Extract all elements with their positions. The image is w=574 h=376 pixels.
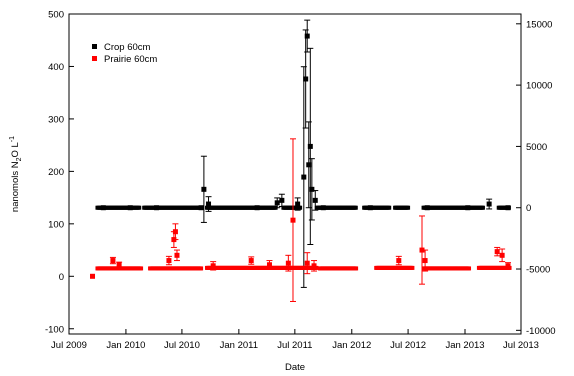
data-point (90, 273, 96, 279)
data-point (505, 205, 511, 211)
x-tick-label: Jul 2010 (164, 340, 200, 351)
left-y-tick-label: 300 (48, 114, 64, 125)
data-point (199, 266, 204, 271)
data-point (486, 201, 492, 207)
left-y-tick-label: 0 (59, 272, 64, 283)
left-y-tick-label: 400 (48, 62, 64, 73)
data-point (201, 186, 207, 192)
data-point (494, 249, 500, 255)
data-point (174, 252, 180, 258)
x-tick-label: Jan 2011 (220, 340, 258, 351)
left-y-tick-label: -100 (45, 324, 64, 335)
data-point (166, 258, 172, 264)
data-point (198, 205, 204, 211)
data-point (139, 266, 144, 271)
data-point (254, 205, 260, 211)
data-point (467, 266, 472, 271)
data-point (154, 205, 160, 211)
right-y-axis: -10000 -5000 0 5000 10000 15000 (516, 19, 556, 337)
right-y-tick-label: 5000 (526, 142, 547, 153)
left-y-tick-label: 500 (48, 10, 64, 21)
data-point (311, 263, 317, 269)
data-point (116, 262, 122, 268)
data-point (290, 217, 296, 223)
x-tick-label: Jul 2012 (390, 340, 426, 351)
data-point (387, 205, 392, 210)
x-tick-label: Jan 2013 (445, 340, 484, 351)
x-tick-label: Jul 2009 (51, 340, 87, 351)
data-point (248, 258, 254, 264)
data-point (406, 205, 411, 210)
x-axis: Jul 2009 Jan 2010 Jul 2010 Jan 2011 Jul 2011… (51, 329, 539, 351)
data-point (422, 258, 428, 264)
data-point (295, 201, 301, 207)
y-axis-title: nanomols N2O L-1 (9, 136, 23, 212)
x-tick-label: Jul 2013 (503, 340, 539, 351)
data-point (210, 263, 216, 269)
x-tick-label: Jul 2011 (277, 340, 312, 351)
right-y-tick-label: 10000 (526, 81, 552, 92)
x-axis-title: Date (285, 362, 305, 373)
y-axis-title-subscript: 2 (16, 157, 23, 161)
legend-marker-prairie (92, 56, 97, 61)
y-axis-title-mid: O L (10, 142, 21, 157)
data-point (419, 247, 425, 253)
legend: Crop 60cm Prairie 60cm (92, 42, 157, 65)
left-y-tick-label: 100 (48, 219, 64, 230)
right-y-tick-label: -5000 (526, 265, 550, 276)
data-point (279, 197, 285, 203)
data-point (303, 76, 309, 82)
data-point (127, 205, 133, 211)
data-point (505, 263, 511, 269)
data-point (304, 33, 310, 39)
data-point (307, 143, 313, 149)
data-point (354, 266, 359, 271)
legend-label-prairie: Prairie 60cm (104, 54, 157, 65)
y-axis-title-main: nanomols N (10, 161, 21, 212)
x-tick-label: Jan 2012 (332, 340, 371, 351)
data-point (410, 265, 415, 270)
series-1 (90, 138, 512, 302)
right-y-tick-label: 0 (526, 203, 531, 214)
data-point (306, 162, 312, 168)
data-point (353, 205, 358, 210)
data-point (396, 258, 402, 264)
data-point (367, 205, 373, 211)
data-point (206, 201, 212, 207)
data-point (480, 205, 485, 210)
data-point (137, 205, 142, 210)
left-y-axis: -100 0 100 200 300 400 500 (45, 10, 74, 335)
data-point (285, 260, 291, 266)
data-point (172, 229, 178, 235)
data-point (110, 258, 116, 264)
data-point (312, 197, 318, 203)
data-point (301, 174, 307, 180)
left-y-tick-label: 200 (48, 167, 64, 178)
data-point (320, 205, 326, 211)
legend-marker-crop (92, 44, 97, 49)
data-point (304, 260, 310, 266)
right-y-tick-label: 15000 (526, 19, 552, 30)
data-point (274, 200, 280, 206)
data-point (424, 205, 430, 211)
data-point (100, 205, 106, 211)
series-0 (95, 19, 511, 288)
data-point (465, 205, 471, 211)
data-point (309, 186, 315, 192)
y-axis-title-superscript: -1 (9, 136, 16, 142)
data-point (266, 262, 272, 268)
data-layer (90, 19, 512, 302)
data-point (499, 252, 505, 258)
right-y-tick-label: -10000 (526, 326, 556, 337)
legend-label-crop: Crop 60cm (104, 42, 151, 53)
x-tick-label: Jan 2010 (106, 340, 145, 351)
data-point (298, 205, 303, 210)
